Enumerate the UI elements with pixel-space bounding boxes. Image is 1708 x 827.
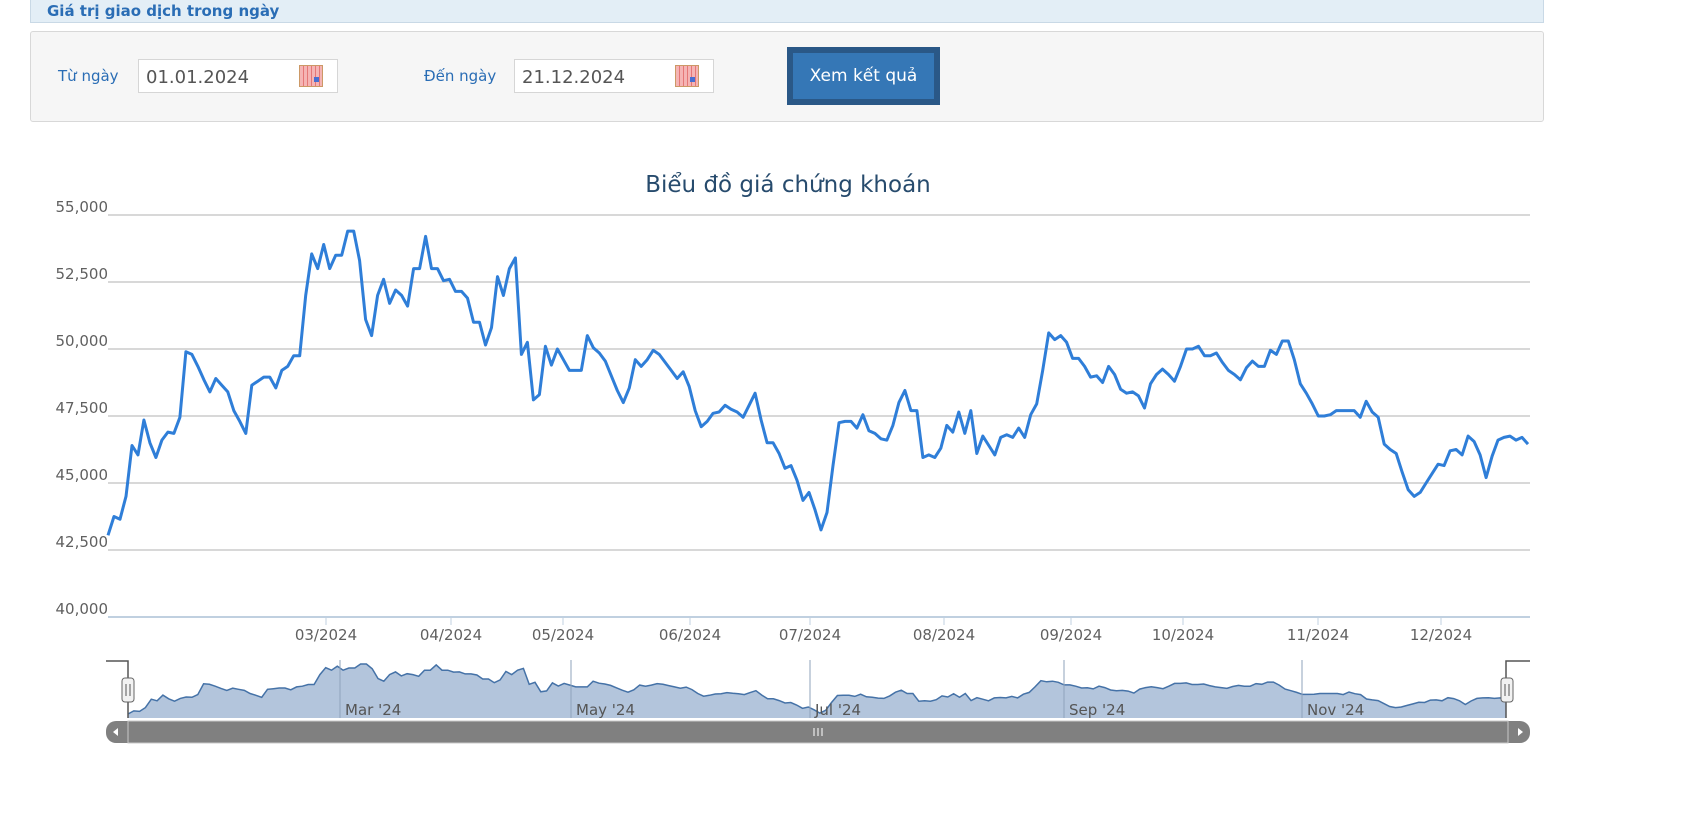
y-tick-label: 45,000 (56, 466, 109, 484)
navigator-label: Jul '24 (814, 701, 861, 719)
navigator-handle[interactable] (1500, 677, 1514, 703)
view-results-label: Xem kết quả (793, 53, 934, 99)
x-tick-label: 10/2024 (1152, 626, 1214, 644)
navigator-label: Mar '24 (345, 701, 401, 719)
section-title: Giá trị giao dịch trong ngày (47, 2, 280, 20)
x-tick-label: 11/2024 (1287, 626, 1349, 644)
handle-grip-icon (125, 684, 131, 696)
from-date-label: Từ ngày (58, 67, 119, 85)
scroll-right-arrow-icon[interactable] (1518, 728, 1523, 736)
to-date-field[interactable] (514, 59, 714, 93)
x-tick-label: 09/2024 (1040, 626, 1102, 644)
navigator-area (128, 664, 1506, 718)
x-tick-label: 07/2024 (779, 626, 841, 644)
navigator-line (127, 663, 1507, 715)
x-tick-label: 05/2024 (532, 626, 594, 644)
price-series-line (106, 229, 1530, 536)
x-tick-label: 03/2024 (295, 626, 357, 644)
from-date-input[interactable] (144, 66, 298, 89)
y-tick-label: 50,000 (56, 332, 109, 350)
y-tick-label: 42,500 (56, 533, 109, 551)
y-tick-label: 47,500 (56, 399, 109, 417)
view-results-button[interactable]: Xem kết quả (787, 47, 940, 105)
navigator-label: May '24 (576, 701, 635, 719)
scroll-left-arrow-icon[interactable] (113, 728, 118, 736)
navigator-label: Nov '24 (1307, 701, 1364, 719)
from-date-field[interactable] (138, 59, 338, 93)
navigator-label: Sep '24 (1069, 701, 1125, 719)
y-tick-label: 55,000 (56, 198, 109, 216)
x-tick-label: 06/2024 (659, 626, 721, 644)
calendar-icon[interactable] (675, 65, 699, 87)
scrollbar-grip-icon (813, 728, 823, 736)
x-tick-label: 04/2024 (420, 626, 482, 644)
y-tick-label: 40,000 (56, 600, 109, 618)
navigator-handle[interactable] (121, 677, 135, 703)
y-tick-label: 52,500 (56, 265, 109, 283)
chart-title: Biểu đồ giá chứng khoán (645, 172, 931, 198)
x-tick-label: 08/2024 (913, 626, 975, 644)
to-date-label: Đến ngày (424, 67, 497, 85)
handle-grip-icon (1504, 684, 1510, 696)
navigator[interactable]: Mar '24 May '24 Jul '24 Sep '24 Nov '24 (106, 660, 1530, 744)
section-header: Giá trị giao dịch trong ngày (30, 0, 1544, 23)
to-date-input[interactable] (520, 66, 674, 89)
x-tick-label: 12/2024 (1410, 626, 1472, 644)
calendar-icon[interactable] (299, 65, 323, 87)
